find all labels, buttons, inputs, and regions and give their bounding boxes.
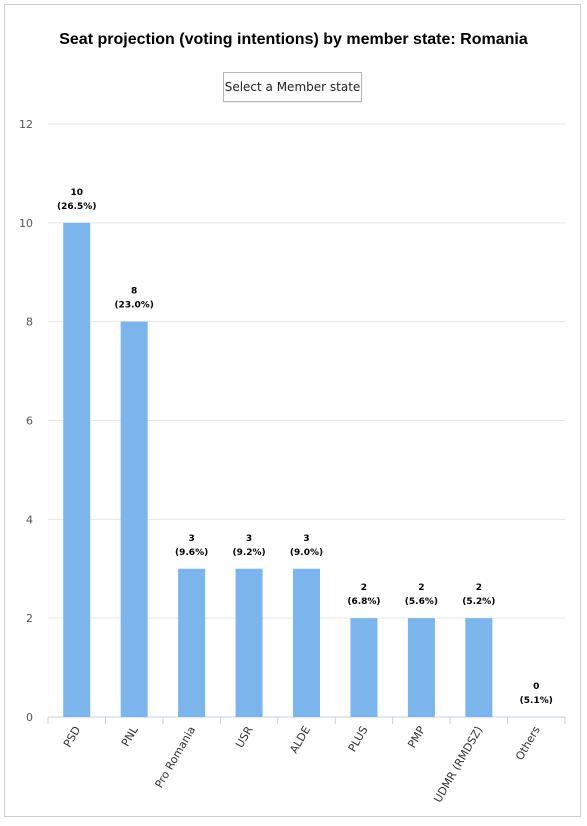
bar-pmp: [407, 618, 435, 717]
data-label-value: 3: [303, 534, 309, 544]
x-category-label: PLUS: [346, 724, 371, 754]
data-label-value: 0: [533, 682, 539, 692]
data-label-value: 2: [418, 583, 424, 593]
data-label-percent: (9.0%): [290, 548, 323, 558]
data-label-percent: (5.1%): [520, 696, 553, 706]
data-label-percent: (9.2%): [232, 548, 265, 558]
x-category-label: UDMR (RMDSZ): [431, 724, 485, 805]
x-category-label: PNL: [119, 723, 141, 748]
data-label-percent: (9.6%): [175, 548, 208, 558]
data-label-percent: (5.2%): [462, 597, 495, 607]
data-label-value: 10: [70, 188, 83, 198]
select-member-state-button[interactable]: Select a Member state: [223, 72, 362, 102]
data-label-value: 2: [476, 583, 482, 593]
bar-psd: [63, 222, 91, 718]
x-category-label: USR: [233, 724, 256, 750]
x-category-label: Others: [513, 724, 543, 763]
x-category-label: ALDE: [287, 724, 313, 756]
data-label-percent: (26.5%): [57, 202, 96, 212]
chart-title: Seat projection (voting intentions) by m…: [59, 31, 528, 48]
data-label-value: 3: [246, 534, 252, 544]
data-label-percent: (6.8%): [347, 597, 380, 607]
bar-usr: [235, 568, 263, 717]
bar-udmr-rmdsz-: [465, 618, 493, 717]
data-label-value: 8: [131, 287, 137, 297]
y-tick-label: 8: [26, 316, 33, 329]
bar-alde: [293, 568, 320, 717]
data-label-value: 2: [361, 583, 367, 593]
x-category-label: PMP: [405, 724, 428, 751]
x-category-label: PSD: [61, 724, 83, 750]
data-label-percent: (23.0%): [114, 301, 153, 311]
y-tick-label: 2: [26, 612, 33, 625]
bar-pro-romania: [178, 568, 206, 717]
data-label-value: 3: [188, 534, 194, 544]
y-tick-label: 10: [19, 217, 33, 230]
x-category-label: Pro Romania: [152, 724, 198, 790]
y-tick-label: 0: [26, 711, 33, 724]
y-tick-label: 6: [26, 415, 33, 428]
y-tick-label: 4: [26, 513, 33, 526]
bar-pnl: [120, 321, 148, 717]
data-label-percent: (5.6%): [405, 597, 438, 607]
bar-plus: [350, 618, 378, 717]
y-tick-label: 12: [19, 118, 33, 131]
